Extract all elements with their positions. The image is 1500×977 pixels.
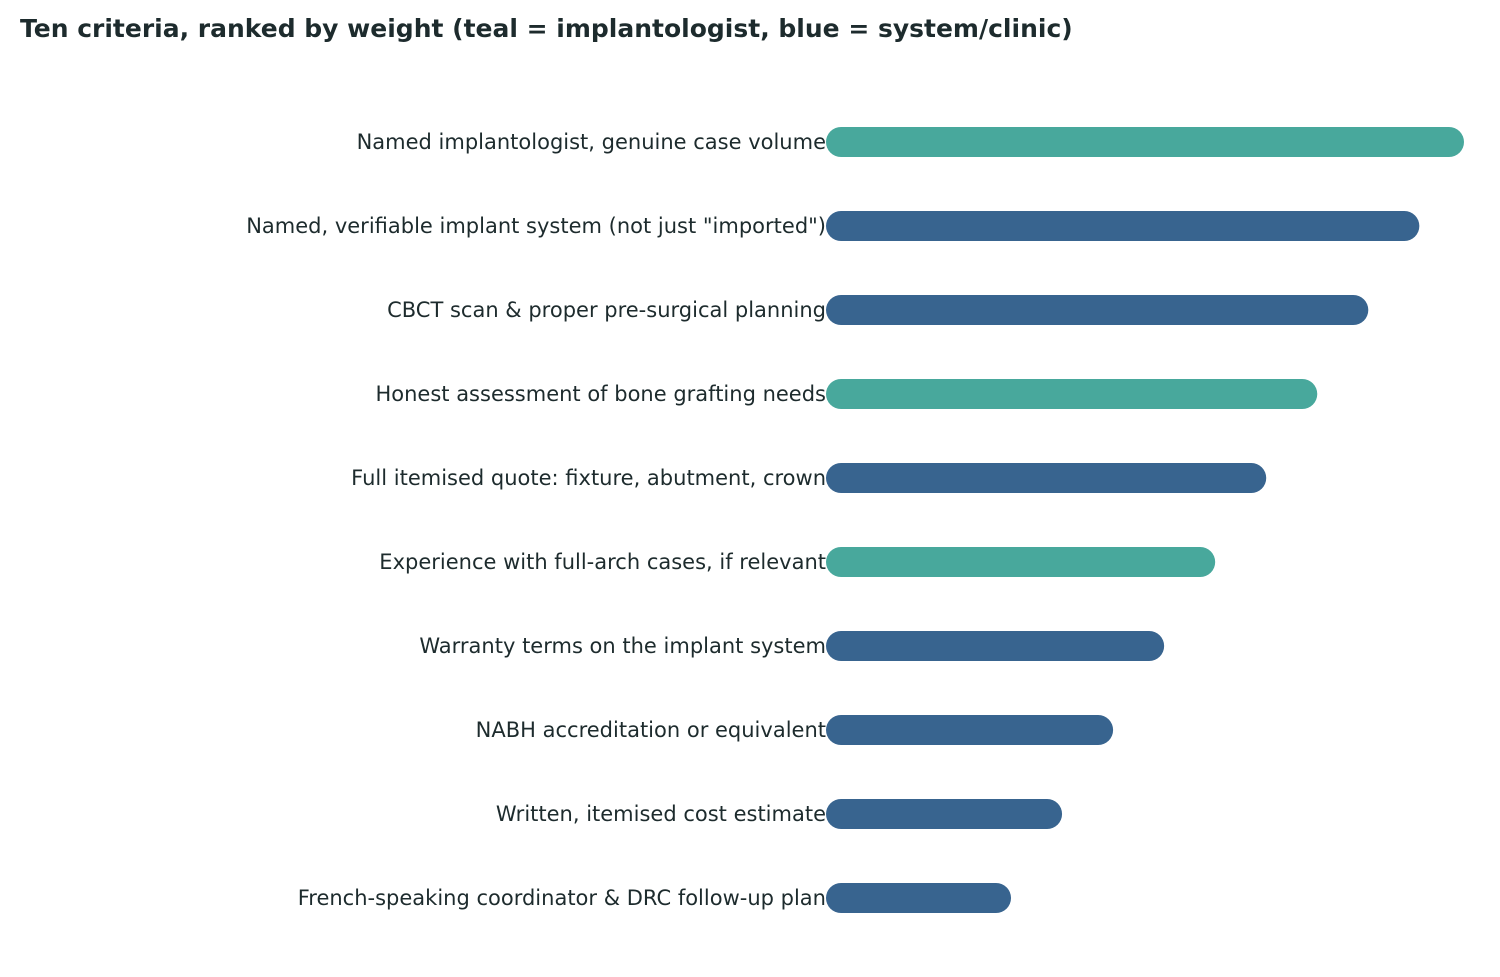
bar-8 (826, 715, 1114, 745)
category-label-3: CBCT scan & proper pre-surgical planning (387, 298, 826, 322)
category-label-4: Honest assessment of bone grafting needs (375, 382, 826, 406)
bar-1 (826, 127, 1464, 157)
category-labels: Named implantologist, genuine case volum… (246, 130, 826, 910)
category-label-6: Experience with full-arch cases, if rele… (379, 550, 826, 574)
category-label-7: Warranty terms on the implant system (419, 634, 826, 658)
category-label-2: Named, verifiable implant system (not ju… (246, 214, 826, 238)
bar-9 (826, 799, 1063, 829)
category-label-1: Named implantologist, genuine case volum… (357, 130, 826, 154)
category-label-9: Written, itemised cost estimate (496, 802, 826, 826)
bars (826, 127, 1464, 913)
bar-5 (826, 463, 1267, 493)
bar-6 (826, 547, 1216, 577)
bar-10 (826, 883, 1012, 913)
chart-title: Ten criteria, ranked by weight (teal = i… (20, 14, 1073, 43)
category-label-8: NABH accreditation or equivalent (476, 718, 826, 742)
category-label-5: Full itemised quote: fixture, abutment, … (351, 466, 826, 490)
category-label-10: French-speaking coordinator & DRC follow… (298, 886, 826, 910)
bar-2 (826, 211, 1420, 241)
bar-3 (826, 295, 1369, 325)
bar-4 (826, 379, 1318, 409)
bar-7 (826, 631, 1165, 661)
